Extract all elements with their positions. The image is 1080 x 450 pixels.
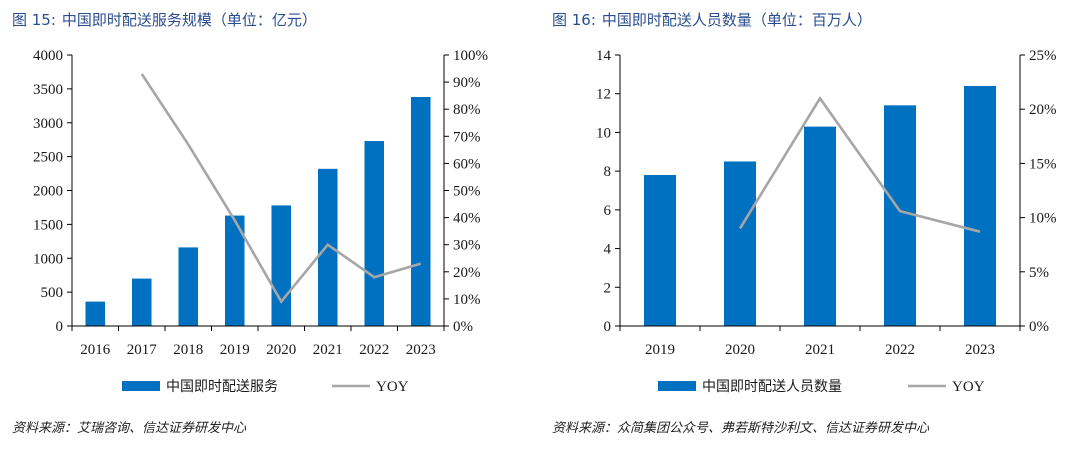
left-legend-bar-label: 中国即时配送服务 [166, 379, 278, 395]
left-right-tick-label: 10% [453, 292, 481, 308]
right-figure-label: 图 16: [552, 11, 596, 29]
left-figure-panel: 图 15: 中国即时配送服务规模（单位：亿元） 0 500 1000 1500 2000 2… [12, 9, 488, 436]
right-left-tick-label: 0 [604, 319, 612, 335]
left-legend-line-label: YOY [376, 379, 409, 395]
delivery-scale-chart: 0 500 1000 1500 2000 2500 3000 3500 4000 0% 10% 20%… [33, 48, 488, 395]
left-bar [317, 168, 338, 326]
left-right-tick-label: 100% [453, 48, 488, 64]
right-legend-bar-swatch [658, 381, 696, 391]
right-x-tick-label: 2019 [645, 342, 675, 358]
left-right-tick-label: 80% [453, 102, 481, 118]
right-right-tick-label: 5% [1029, 265, 1049, 281]
left-figure-title: 图 15: 中国即时配送服务规模（单位：亿元） [12, 9, 323, 30]
right-source-note: 资料来源：众简集团公众号、弗若斯特沙利文、信达证券研发中心 [552, 421, 930, 436]
left-x-tick-label: 2017 [127, 342, 158, 358]
right-bar [884, 105, 916, 326]
left-x-tick-label: 2018 [173, 342, 203, 358]
right-right-tick-label: 25% [1029, 48, 1057, 64]
left-left-tick-label: 500 [41, 285, 64, 301]
right-right-tick-label: 10% [1029, 211, 1057, 227]
right-bar [804, 126, 836, 326]
left-right-tick-label: 70% [453, 129, 481, 145]
left-x-tick-label: 2021 [313, 342, 343, 358]
delivery-staff-chart: 0 2 4 6 8 10 12 14 0% 5% 10% 15% 20% 25% 2019 2020 2021 2… [596, 48, 1057, 395]
left-x-tick-label: 2016 [80, 342, 111, 358]
right-legend-bar-label: 中国即时配送人员数量 [702, 379, 842, 395]
right-figure-panel: 图 16: 中国即时配送人员数量（单位：百万人） 0 2 4 6 8 10 12 14 0% 5% 1… [540, 0, 1080, 450]
right-x-tick-label: 2022 [885, 342, 915, 358]
left-x-tick-label: 2023 [406, 342, 436, 358]
right-left-tick-label: 14 [596, 48, 612, 64]
right-left-tick-label: 2 [604, 280, 612, 296]
right-bar [644, 175, 676, 326]
right-bar [724, 161, 756, 326]
left-left-tick-label: 3500 [33, 82, 63, 98]
right-x-tick-label: 2023 [965, 342, 995, 358]
right-right-tick-label: 0% [1029, 319, 1049, 335]
right-bar [964, 85, 996, 326]
left-figure-title-text: 中国即时配送服务规模（单位：亿元） [61, 11, 317, 29]
right-left-tick-label: 10 [596, 125, 611, 141]
left-left-tick-label: 2000 [33, 184, 63, 200]
left-right-tick-label: 60% [453, 156, 481, 172]
left-bar [364, 141, 385, 326]
right-yoy-line [738, 96, 981, 233]
left-bar [131, 278, 152, 326]
right-left-tick-label: 12 [596, 87, 611, 103]
right-x-tick-label: 2020 [725, 342, 755, 358]
left-left-tick-label: 3000 [33, 116, 63, 132]
left-bar [85, 301, 106, 326]
left-x-tick-label: 2019 [220, 342, 250, 358]
left-bar [410, 97, 431, 326]
left-right-tick-label: 50% [453, 184, 481, 200]
left-right-tick-label: 20% [453, 265, 481, 281]
left-bar [271, 205, 292, 326]
right-left-tick-label: 8 [604, 164, 612, 180]
right-figure-title: 图 16: 中国即时配送人员数量（单位：百万人） [552, 9, 878, 30]
right-legend-line-label: YOY [952, 379, 985, 395]
left-right-tick-label: 0% [453, 319, 473, 335]
left-left-tick-label: 4000 [33, 48, 63, 64]
left-right-tick-label: 30% [453, 238, 481, 254]
left-left-tick-label: 1500 [33, 217, 63, 233]
right-left-tick-label: 6 [604, 203, 612, 219]
left-right-tick-label: 40% [453, 211, 481, 227]
left-figure-label: 图 15: [12, 11, 56, 29]
left-source-note: 资料来源：艾瑞咨询、信达证券研发中心 [12, 421, 247, 436]
right-figure-title-text: 中国即时配送人员数量（单位：百万人） [601, 11, 872, 29]
left-left-tick-label: 0 [56, 319, 64, 335]
right-left-tick-label: 4 [604, 242, 612, 258]
left-right-tick-label: 90% [453, 75, 481, 91]
right-x-tick-label: 2021 [805, 342, 835, 358]
right-right-tick-label: 20% [1029, 102, 1057, 118]
left-bar [224, 215, 245, 326]
left-bar [178, 247, 199, 326]
left-x-tick-label: 2022 [359, 342, 389, 358]
left-left-tick-label: 2500 [33, 150, 63, 166]
right-right-tick-label: 15% [1029, 156, 1057, 172]
left-legend-bar-swatch [122, 381, 160, 391]
left-left-tick-label: 1000 [33, 251, 63, 267]
left-x-tick-label: 2020 [266, 342, 296, 358]
